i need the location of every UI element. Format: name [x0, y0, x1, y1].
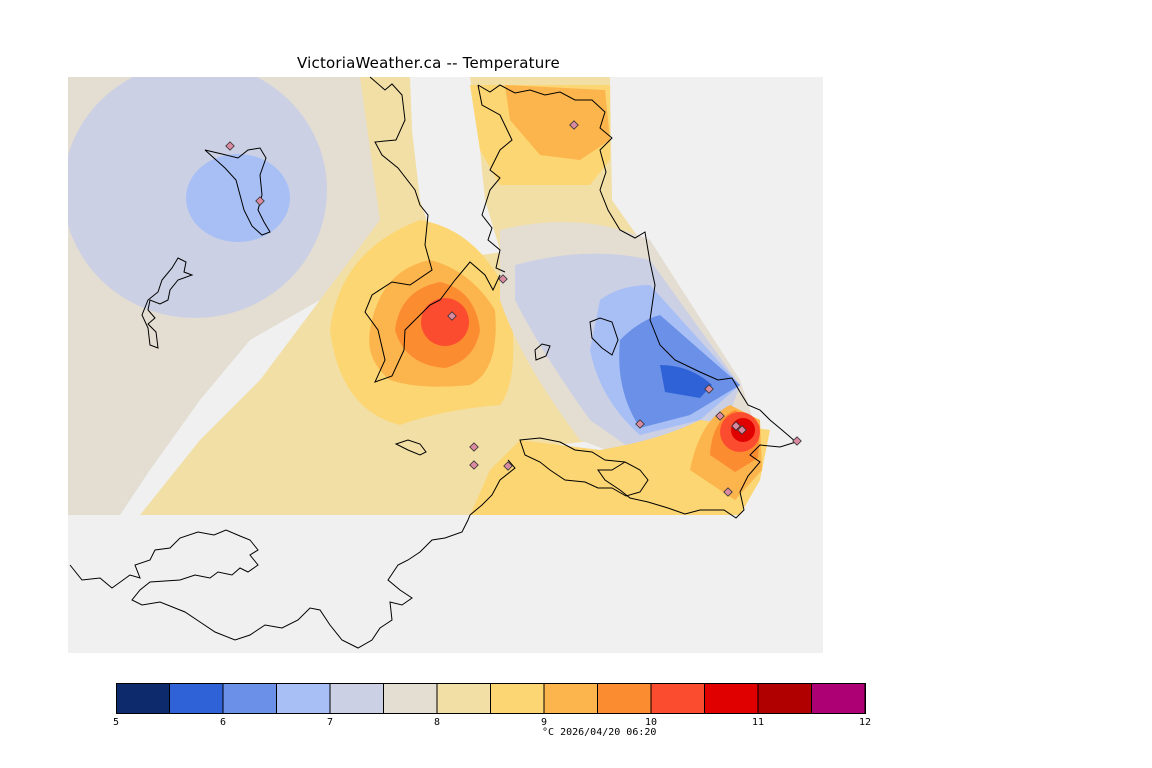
colorbar-tick-5: 5 — [112, 717, 120, 728]
colorbar-swatch — [490, 683, 545, 713]
coastline-southwest — [69, 514, 471, 649]
coastline-lake-east — [589, 317, 619, 356]
contour-10-center — [421, 298, 469, 346]
coastline-south-island — [519, 437, 649, 497]
timestamp-label: 2026/04/20 06:20 — [560, 727, 657, 738]
colorbar-tick-11: 11 — [751, 717, 765, 728]
colorbar-tick-8: 8 — [433, 717, 441, 728]
colorbar-swatch — [544, 683, 598, 713]
coastline-small-island-1 — [394, 439, 427, 456]
colorbar-border — [116, 683, 866, 714]
colorbar-swatch — [597, 683, 652, 713]
station-marker[interactable] — [469, 442, 479, 452]
coastline-nw-inlet — [141, 257, 194, 349]
contour-9-north — [505, 85, 610, 160]
colorbar-legend: 5 6 7 8 9 10 11 12 °C 2026/04/20 06:20 — [112, 683, 876, 743]
station-marker[interactable] — [255, 196, 265, 206]
station-marker[interactable] — [635, 419, 645, 429]
station-markers — [225, 120, 802, 497]
colorbar-caption: °C 2026/04/20 06:20 — [542, 727, 656, 738]
colorbar-tick-6: 6 — [219, 717, 227, 728]
station-marker[interactable] — [503, 461, 513, 471]
contour-6-5-nw — [186, 154, 290, 242]
coastline-small-island-2 — [534, 343, 551, 361]
contour-5-5-east — [660, 365, 712, 398]
coastline-north-peninsula — [477, 84, 798, 519]
station-marker[interactable] — [225, 141, 235, 151]
colorbar-swatch — [116, 683, 170, 713]
station-marker[interactable] — [723, 487, 733, 497]
colorbar-swatch — [437, 683, 491, 713]
station-marker[interactable] — [792, 436, 802, 446]
station-marker[interactable] — [731, 421, 741, 431]
station-marker[interactable] — [469, 460, 479, 470]
colorbar-swatch — [330, 683, 384, 713]
station-marker[interactable] — [569, 120, 579, 130]
colorbar-tick-7: 7 — [326, 717, 334, 728]
colorbar-tick-9: 9 — [540, 717, 548, 728]
station-marker[interactable] — [704, 384, 714, 394]
station-marker[interactable] — [737, 425, 747, 435]
coastline-nw-lake — [204, 147, 271, 236]
station-marker[interactable] — [447, 311, 457, 321]
colorbar-swatch — [169, 683, 224, 713]
coastline-se-point — [597, 461, 626, 491]
temperature-field — [68, 77, 823, 515]
station-marker[interactable] — [715, 411, 725, 421]
colorbar-swatch — [276, 683, 331, 713]
station-marker[interactable] — [498, 274, 508, 284]
contour-8-5-south — [470, 440, 640, 515]
colorbar-swatch — [811, 683, 866, 713]
coastline-west-shore — [364, 76, 501, 383]
coastline-southeast-inlet — [469, 459, 516, 516]
colorbar-swatch — [758, 683, 812, 713]
map-title: VictoriaWeather.ca -- Temperature — [297, 54, 560, 72]
colorbar-swatch — [704, 683, 759, 713]
colorbar-swatch — [651, 683, 705, 713]
colorbar — [116, 683, 866, 714]
unit-label: °C — [542, 727, 555, 738]
colorbar-tick-12: 12 — [858, 717, 872, 728]
coastlines — [69, 76, 798, 649]
colorbar-tick-10: 10 — [644, 717, 658, 728]
colorbar-swatch — [223, 683, 277, 713]
colorbar-swatch — [383, 683, 438, 713]
coastline-north-inner — [477, 84, 513, 273]
